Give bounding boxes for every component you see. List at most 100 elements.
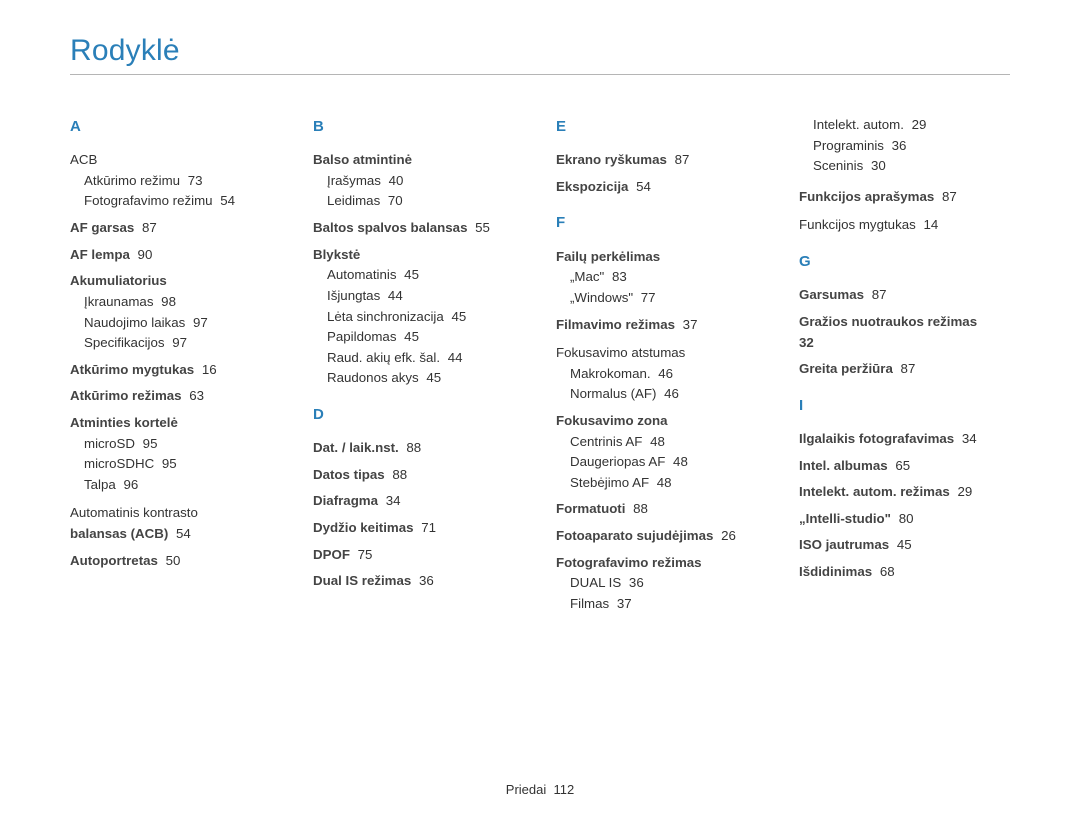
entry-page: 68 xyxy=(876,564,895,579)
entry-page: 34 xyxy=(382,493,401,508)
entry-label: Dat. / laik.nst. xyxy=(313,440,399,455)
index-entry: Fotografavimo režimas xyxy=(556,553,767,574)
subentry-label: Makrokoman. xyxy=(570,366,651,381)
entry-page: 32 xyxy=(799,333,1010,354)
index-subentry: Leidimas 70 xyxy=(327,191,524,212)
entry-label: Garsumas xyxy=(799,287,864,302)
subentry-page: 45 xyxy=(400,329,419,344)
entry-label: Greita peržiūra xyxy=(799,361,893,376)
index-subentry: Raud. akių efk. šal. 44 xyxy=(327,348,524,369)
subentry-page: 36 xyxy=(888,138,907,153)
entry-page: 55 xyxy=(471,220,490,235)
index-entry: Dydžio keitimas 71 xyxy=(313,518,524,539)
footer: Priedai 112 xyxy=(0,782,1080,797)
index-subentry: Lėta sinchronizacija 45 xyxy=(327,307,524,328)
entry-label: Ekspozicija xyxy=(556,179,628,194)
index-subentry: Įrašymas 40 xyxy=(327,171,524,192)
index-subentry: Papildomas 45 xyxy=(327,327,524,348)
index-subentry: Naudojimo laikas 97 xyxy=(84,313,281,334)
index-subentry: Stebėjimo AF 48 xyxy=(570,473,767,494)
index-subentry: Įkraunamas 98 xyxy=(84,292,281,313)
entry-page: 87 xyxy=(938,189,957,204)
index-entry: ACB xyxy=(70,150,281,171)
letter-heading: A xyxy=(70,115,281,138)
entry-label: Išdidinimas xyxy=(799,564,872,579)
index-entry: Ekspozicija 54 xyxy=(556,177,767,198)
entry-page: 14 xyxy=(920,217,939,232)
entry-page: 36 xyxy=(415,573,434,588)
index-subentry: Fotografavimo režimu 54 xyxy=(84,191,281,212)
column: A ACBAtkūrimo režimu 73Fotografavimo reži… xyxy=(70,115,281,614)
subentry-label: microSD xyxy=(84,436,135,451)
subentry-label: Raud. akių efk. šal. xyxy=(327,350,440,365)
subentry-page: 98 xyxy=(157,294,176,309)
subentry-label: Fotografavimo režimu xyxy=(84,193,213,208)
subentry-label: Naudojimo laikas xyxy=(84,315,185,330)
index-entry: Filmavimo režimas 37 xyxy=(556,315,767,336)
index-entry: Atkūrimo mygtukas 16 xyxy=(70,360,281,381)
subentry-label: Raudonos akys xyxy=(327,370,419,385)
entry-label: Formatuoti xyxy=(556,501,625,516)
index-entry: Ekrano ryškumas 87 xyxy=(556,150,767,171)
index-subentry: Makrokoman. 46 xyxy=(570,364,767,385)
subentry-label: microSDHC xyxy=(84,456,154,471)
index-subentry: Atkūrimo režimu 73 xyxy=(84,171,281,192)
index-entry: „Intelli-studio" 80 xyxy=(799,509,1010,530)
index-entry: Garsumas 87 xyxy=(799,285,1010,306)
index-entry: Diafragma 34 xyxy=(313,491,524,512)
entry-label: Funkcijos mygtukas xyxy=(799,217,916,232)
entry-page: 26 xyxy=(717,528,736,543)
entry-label: DPOF xyxy=(313,547,350,562)
column: EEkrano ryškumas 87Ekspozicija 54FFailų … xyxy=(556,115,767,614)
subentry-page: 46 xyxy=(655,366,674,381)
index-subentry: Raudonos akys 45 xyxy=(327,368,524,389)
index-entry: Fotoaparato sujudėjimas 26 xyxy=(556,526,767,547)
index-entry: ISO jautrumas 45 xyxy=(799,535,1010,556)
index-entry: Automatinis kontrasto xyxy=(70,503,281,524)
subentry-page: 48 xyxy=(646,434,665,449)
letter-heading: E xyxy=(556,115,767,138)
subentry-page: 97 xyxy=(169,335,188,350)
index-entry: Intelekt. autom. režimas 29 xyxy=(799,482,1010,503)
index-subentry: „Mac" 83 xyxy=(570,267,767,288)
subentry-label: Normalus (AF) xyxy=(570,386,656,401)
index-entry: Gražios nuotraukos režimas xyxy=(799,312,1010,333)
subentry-label: Atkūrimo režimu xyxy=(84,173,180,188)
subentry-page: 95 xyxy=(158,456,177,471)
subentry-page: 29 xyxy=(908,117,927,132)
subentry-label: Filmas xyxy=(570,596,609,611)
subentry-page: 54 xyxy=(217,193,236,208)
subentry-label: Programinis xyxy=(813,138,884,153)
entry-page: 87 xyxy=(897,361,916,376)
entry-page: 71 xyxy=(418,520,437,535)
entry-page: 16 xyxy=(198,362,217,377)
subentry-page: 40 xyxy=(385,173,404,188)
letter-heading: F xyxy=(556,211,767,234)
entry-page: 65 xyxy=(892,458,911,473)
subentry-label: „Mac" xyxy=(570,269,604,284)
entry-page: 88 xyxy=(403,440,422,455)
index-subentry: Programinis 36 xyxy=(813,136,1010,157)
index-entry: DPOF 75 xyxy=(313,545,524,566)
letter-heading: D xyxy=(313,403,524,426)
index-subentry: Talpa 96 xyxy=(84,475,281,496)
index-subentry: DUAL IS 36 xyxy=(570,573,767,594)
entry-label: Autoportretas xyxy=(70,553,158,568)
entry-page: 90 xyxy=(134,247,153,262)
index-entry: Balso atmintinė xyxy=(313,150,524,171)
subentry-label: Daugeriopas AF xyxy=(570,454,665,469)
entry-label: Baltos spalvos balansas xyxy=(313,220,467,235)
letter-heading: I xyxy=(799,394,1010,417)
index-subentry: Filmas 37 xyxy=(570,594,767,615)
index-entry: Formatuoti 88 xyxy=(556,499,767,520)
entry-page: 75 xyxy=(354,547,373,562)
entry-label: Dydžio keitimas xyxy=(313,520,414,535)
subentry-label: Įkraunamas xyxy=(84,294,153,309)
subentry-page: 30 xyxy=(867,158,886,173)
subentry-label: Centrinis AF xyxy=(570,434,642,449)
subentry-label: Stebėjimo AF xyxy=(570,475,649,490)
subentry-label: Sceninis xyxy=(813,158,863,173)
subentry-label: Lėta sinchronizacija xyxy=(327,309,444,324)
index-subentry: Specifikacijos 97 xyxy=(84,333,281,354)
subentry-page: 77 xyxy=(637,290,656,305)
